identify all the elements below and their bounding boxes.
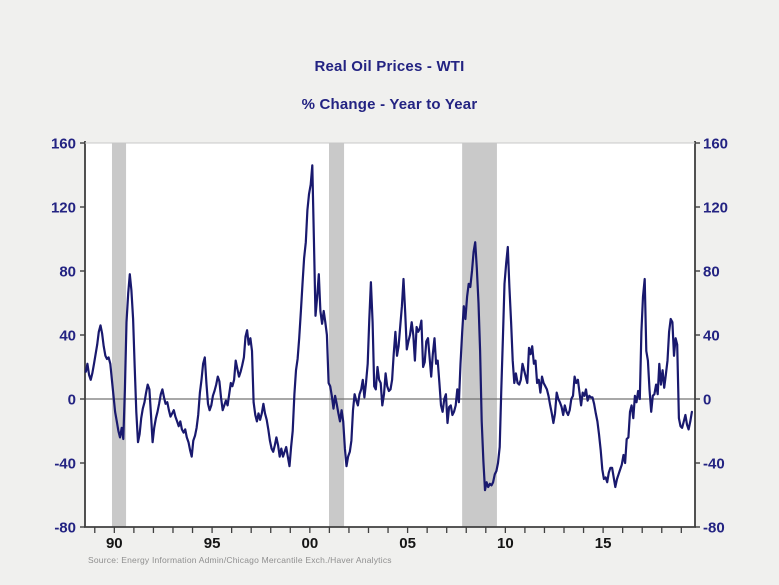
y-axis-label-right: -40 [703,455,725,472]
y-axis-label-right: 0 [703,391,711,408]
y-axis-label-left: -40 [54,455,76,472]
y-axis-label-right: -80 [703,519,725,536]
x-axis-label: 05 [399,535,416,552]
recession-band [329,143,345,527]
chart-subtitle: % Change - Year to Year [301,96,478,113]
x-axis-label: 10 [497,535,514,552]
y-axis-label-left: 0 [68,391,76,408]
x-axis-label: 90 [106,535,123,552]
plot-area [85,143,695,527]
chart-title: Real Oil Prices - WTI [314,58,465,75]
y-axis-label-left: 120 [51,199,76,216]
y-axis-label-left: 160 [51,135,76,152]
recession-band [111,143,127,527]
x-axis-label: 00 [301,535,318,552]
x-axis-label: 15 [595,535,612,552]
y-axis-label-left: -80 [54,519,76,536]
source-note: Source: Energy Information Admin/Chicago… [88,555,392,565]
x-axis-label: 95 [204,535,221,552]
y-axis-label-right: 40 [703,327,720,344]
y-axis-label-left: 40 [59,327,76,344]
y-axis-label-right: 120 [703,199,728,216]
y-axis-label-right: 160 [703,135,728,152]
y-axis-label-left: 80 [59,263,76,280]
wti-yoy-line [84,164,694,492]
y-axis-label-right: 80 [703,263,720,280]
